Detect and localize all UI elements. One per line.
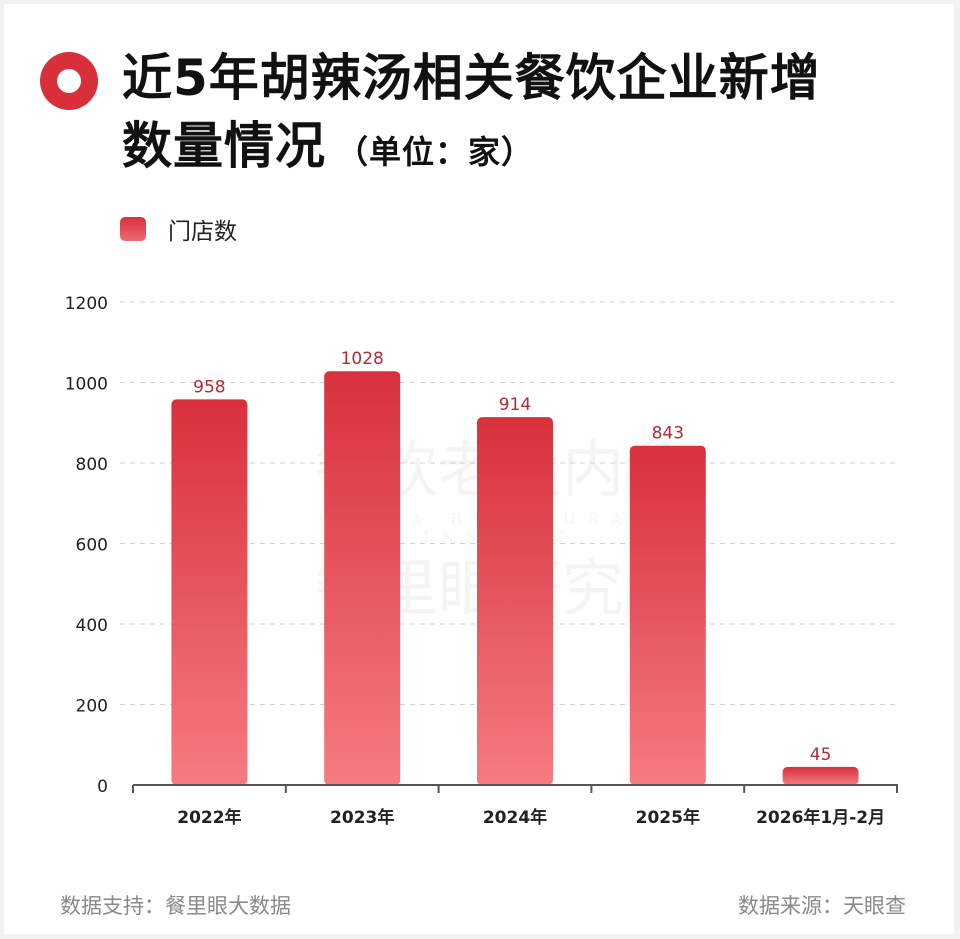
footer-data-support: 数据支持：餐里眼大数据 <box>60 894 291 918</box>
y-tick-label: 800 <box>76 455 108 475</box>
y-tick-label: 0 <box>97 777 108 797</box>
legend-swatch <box>120 217 146 241</box>
legend-label: 门店数 <box>168 219 237 245</box>
y-tick-label: 1200 <box>65 294 108 314</box>
y-tick-label: 200 <box>76 697 108 717</box>
title-line-1: 近5年胡辣汤相关餐饮企业新增 <box>122 49 821 107</box>
chart-title: 近5年胡辣汤相关餐饮企业新增 数量情况 （单位：家） <box>122 44 922 186</box>
x-tick-label: 2022年 <box>177 807 241 828</box>
bars <box>171 371 859 785</box>
x-axis-ticks: 2022年 2023年 2024年 2025年 2026年1月-2月 <box>177 807 885 828</box>
bar <box>782 766 859 785</box>
data-label: 843 <box>652 424 684 444</box>
title-line-2: 数量情况 （单位：家） <box>122 112 922 186</box>
bar <box>629 445 706 785</box>
y-tick-label: 600 <box>76 536 108 556</box>
x-tick-label: 2026年1月-2月 <box>756 807 885 828</box>
bar <box>324 371 401 785</box>
bar-chart: 0 200 400 600 800 1000 1200 958 1028 914 843 45 20… <box>65 294 898 828</box>
data-label: 1028 <box>341 349 384 369</box>
title-line-2-text: 数量情况 <box>122 117 326 175</box>
data-label: 958 <box>193 377 225 397</box>
data-label: 45 <box>810 745 832 765</box>
data-label: 914 <box>499 395 531 415</box>
y-axis-ticks: 0 200 400 600 800 1000 1200 <box>65 294 108 797</box>
legend: 门店数 <box>120 213 237 245</box>
footer-data-source: 数据来源：天眼查 <box>738 894 906 918</box>
bar <box>477 417 553 785</box>
x-tick-label: 2023年 <box>330 807 394 828</box>
x-tick-label: 2024年 <box>483 807 547 828</box>
target-icon <box>40 52 98 110</box>
x-tick-label: 2025年 <box>636 807 700 828</box>
x-axis <box>132 784 898 793</box>
data-labels: 958 1028 914 843 45 <box>193 349 831 765</box>
y-tick-label: 1000 <box>65 375 108 395</box>
y-tick-label: 400 <box>76 616 108 636</box>
bar <box>171 399 248 785</box>
title-unit: （单位：家） <box>336 133 535 171</box>
